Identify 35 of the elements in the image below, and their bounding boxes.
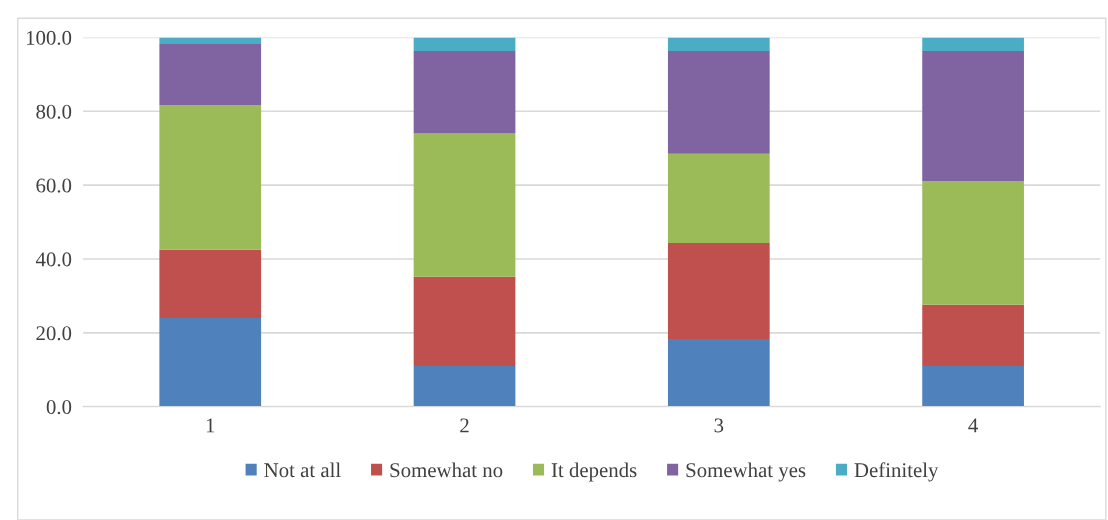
bar: [922, 304, 1024, 367]
bar: [159, 37, 262, 45]
x-tick-label: 1: [206, 418, 215, 433]
bar: [922, 51, 1024, 182]
legend-label: It depends: [551, 462, 637, 482]
bar: [667, 153, 770, 244]
bar: [159, 105, 262, 250]
bar: [159, 249, 262, 319]
y-tick-label: 0.0: [46, 400, 72, 415]
bar: [667, 37, 770, 52]
x-tick-label: 2: [460, 418, 469, 433]
bar: [922, 37, 1024, 52]
bar: [413, 51, 516, 134]
legend-label: Definitely: [854, 462, 939, 482]
y-tick-label: 80.0: [36, 104, 72, 119]
bar: [159, 318, 262, 407]
legend-label: Somewhat yes: [686, 462, 806, 482]
bar: [413, 366, 516, 407]
y-tick-label: 100.0: [26, 30, 72, 45]
y-tick-label: 60.0: [36, 178, 72, 193]
bar: [667, 243, 770, 340]
bar: [667, 339, 770, 407]
legend-label: Not at all: [264, 462, 341, 478]
legend-label: Somewhat no: [390, 462, 503, 478]
x-tick-label: 3: [714, 418, 724, 433]
bar: [922, 181, 1024, 305]
bar: [922, 366, 1024, 407]
bar: [159, 44, 262, 105]
bar: [413, 133, 516, 277]
bar: [413, 276, 516, 367]
bar: [413, 37, 516, 52]
x-tick-label: 4: [968, 418, 978, 433]
bar: [667, 51, 770, 154]
y-tick-label: 40.0: [35, 252, 72, 267]
y-tick-label: 20.0: [36, 326, 72, 341]
